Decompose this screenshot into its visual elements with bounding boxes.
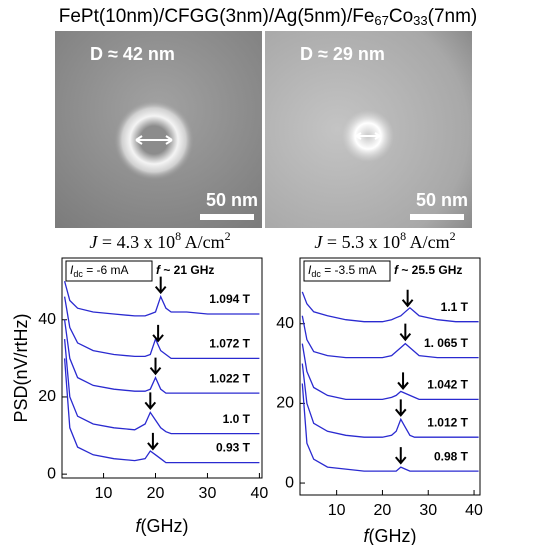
peak-arrow <box>152 324 164 343</box>
text-part: f <box>156 263 161 277</box>
x-tick-label: 30 <box>199 485 217 502</box>
x-tick-label: 30 <box>419 502 437 519</box>
psd-trace <box>301 343 479 401</box>
y-tick-label: 0 <box>285 474 294 491</box>
plot-frame <box>61 257 263 479</box>
y-tick-label: 40 <box>38 311 56 328</box>
title: FePt(10nm)/CFGG(3nm)/Ag(5nm)/Fe67Co33(7n… <box>59 6 478 28</box>
frequency-label: f ~ 21 GHz <box>156 263 214 277</box>
x-tick-label: 20 <box>374 502 392 519</box>
text-part: = 5.3 x 10 <box>322 232 400 252</box>
text-part: ~ 21 GHz <box>160 263 214 277</box>
text-part: f <box>394 263 399 277</box>
text-part: 8 <box>400 229 406 243</box>
psd-trace <box>301 363 479 438</box>
peak-arrow <box>144 392 157 410</box>
psd-trace <box>301 291 479 323</box>
current-box <box>303 260 391 282</box>
text-part: I <box>308 263 312 277</box>
peak-arrow <box>394 399 407 417</box>
psd-trace <box>63 319 260 394</box>
x-tick-label: 40 <box>465 502 483 519</box>
current-label: Idc = -6 mA <box>70 263 129 279</box>
field-label: 1.094 T <box>209 292 250 306</box>
sem-image-left: D ≈ 42 nm 50 nm <box>55 31 262 228</box>
text-part: dc <box>73 269 83 279</box>
text-part: = -3.5 mA <box>321 263 377 277</box>
scale-label: 50 nm <box>416 190 468 210</box>
x-tick-label: 10 <box>328 502 346 519</box>
field-label: 0.93 T <box>216 441 251 455</box>
current-label: Idc = -3.5 mA <box>308 263 377 279</box>
diameter-label: D ≈ 42 nm <box>90 44 175 64</box>
x-axis-label: f(GHz) <box>135 516 188 536</box>
x-tick-label: 10 <box>95 485 113 502</box>
plot-frame <box>299 257 481 496</box>
text-part: J <box>314 232 323 252</box>
peak-arrow <box>397 372 409 390</box>
text-part: = -6 mA <box>83 263 129 277</box>
text-part: 2 <box>450 229 456 243</box>
text-part: J <box>89 232 98 252</box>
field-label: 1.022 T <box>209 371 250 385</box>
psd-trace <box>301 383 479 472</box>
field-label: 0.98 T <box>434 449 469 463</box>
frequency-label: f ~ 25.5 GHz <box>394 263 462 277</box>
text-part: (GHz) <box>369 526 417 545</box>
peak-arrow <box>394 447 407 465</box>
psd-trace <box>63 339 260 435</box>
y-axis-label: PSD(nV/rtHz) <box>11 313 31 422</box>
peak-arrow <box>154 276 167 295</box>
text-part: dc <box>311 269 321 279</box>
psd-trace <box>63 281 260 317</box>
field-label: 1.1 T <box>441 300 469 314</box>
text-part: 8 <box>175 229 181 243</box>
peak-arrow <box>147 432 159 451</box>
y-tick-label: 20 <box>276 395 294 412</box>
psd-trace <box>63 296 260 360</box>
peak-arrow <box>149 357 162 376</box>
peak-arrow <box>399 323 412 342</box>
field-label: 1.042 T <box>427 378 468 392</box>
diameter-label: D ≈ 29 nm <box>300 44 385 64</box>
current-density: J = 5.3 x 108 A/cm2 <box>314 229 455 252</box>
x-tick-label: 40 <box>251 485 269 502</box>
field-label: 1.0 T <box>223 412 251 426</box>
psd-trace <box>301 315 479 359</box>
text-part: A/cm <box>181 232 225 252</box>
y-tick-label: 20 <box>38 388 56 405</box>
text-part: f <box>363 526 370 545</box>
current-density: J = 4.3 x 108 A/cm2 <box>89 229 230 252</box>
peak-arrow <box>401 289 414 308</box>
current-box <box>65 260 153 282</box>
text-part: I <box>70 263 74 277</box>
y-tick-label: 0 <box>47 465 56 482</box>
text-part: A/cm <box>406 232 450 252</box>
x-tick-label: 20 <box>147 485 165 502</box>
text-part: 2 <box>225 229 231 243</box>
psd-trace <box>63 358 260 464</box>
text-part: (GHz) <box>141 516 189 536</box>
text-part: = 4.3 x 10 <box>97 232 175 252</box>
text-part: f <box>135 516 142 536</box>
sem-image-right: D ≈ 29 nm 50 nm <box>265 31 472 228</box>
text-part: ~ 25.5 GHz <box>398 263 462 277</box>
scale-label: 50 nm <box>206 190 258 210</box>
field-label: 1.072 T <box>209 337 250 351</box>
y-tick-label: 40 <box>276 315 294 332</box>
field-label: 1. 065 T <box>424 336 469 350</box>
x-axis-label: f(GHz) <box>363 526 416 545</box>
field-label: 1.012 T <box>427 415 468 429</box>
